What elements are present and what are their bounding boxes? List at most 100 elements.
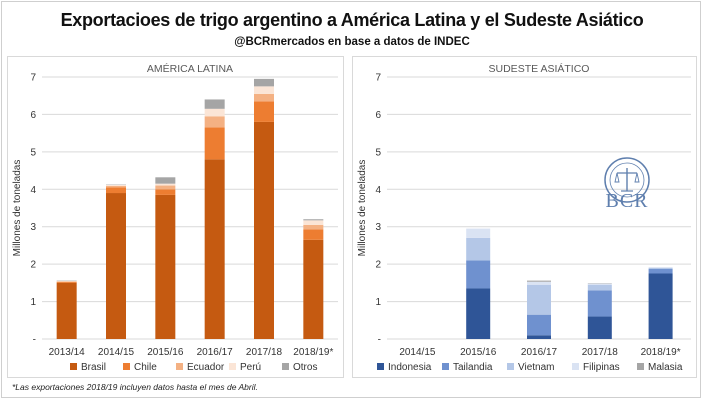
- x-tick-label: 2016/17: [197, 347, 234, 358]
- chart-title: Exportacioes de trigo argentino a Améric…: [60, 10, 644, 30]
- bar-segment: [527, 281, 551, 285]
- panel-title: SUDESTE ASIÁTICO: [489, 62, 590, 75]
- legend-swatch: [282, 363, 289, 370]
- legend-label: Vietnam: [518, 362, 555, 373]
- bar-segment: [106, 185, 126, 188]
- bcr-logo-text: BCR: [605, 190, 649, 212]
- y-axis-label: Millones de toneladas: [357, 160, 368, 257]
- bar-segment: [648, 269, 673, 274]
- legend-label: Chile: [134, 362, 157, 373]
- bar-segment: [527, 314, 551, 336]
- bar-segment: [56, 281, 77, 283]
- x-tick-label: 2017/18: [246, 347, 283, 358]
- y-tick-label: -: [378, 335, 381, 346]
- x-tick-label: 2014/15: [399, 347, 436, 358]
- bar-segment: [303, 219, 324, 221]
- y-tick-label: -: [33, 335, 36, 346]
- x-tick-label: 2015/16: [147, 347, 184, 358]
- america-latina-chart: AMÉRICA LATINA - 1 2 3 4 5 6 7 Millones de tonela…: [12, 62, 338, 373]
- y-axis-label: Millones de toneladas: [12, 160, 23, 257]
- legend-swatch: [176, 363, 183, 370]
- legend-swatch: [377, 363, 384, 370]
- bar-segment: [254, 78, 274, 87]
- y-tick-label: 3: [30, 222, 36, 233]
- chart-subtitle: @BCRmercados en base a datos de INDEC: [234, 36, 470, 48]
- y-tick-label: 2: [30, 260, 36, 271]
- bar-segment: [106, 193, 126, 339]
- bar-segment: [254, 101, 274, 122]
- bar-segment: [204, 116, 225, 128]
- x-tick-label: 2017/18: [582, 347, 619, 358]
- y-tick-label: 1: [30, 297, 36, 308]
- legend-swatch: [70, 363, 77, 370]
- bar-segment: [204, 159, 225, 339]
- bar-segment: [587, 290, 612, 317]
- bar-segment: [527, 335, 551, 339]
- y-tick-label: 4: [30, 185, 36, 196]
- legend-swatch: [442, 363, 449, 370]
- bar-segment: [303, 239, 324, 339]
- bar-segment: [587, 283, 612, 285]
- y-tick-label: 7: [30, 73, 36, 84]
- x-tick-label: 2015/16: [460, 347, 497, 358]
- legend-label: Indonesia: [388, 362, 432, 373]
- y-tick-label: 7: [375, 73, 381, 84]
- bar-segment: [204, 108, 225, 117]
- bcr-seal-icon: [604, 157, 650, 203]
- x-tick-label: 2018/19*: [641, 347, 681, 358]
- footnote: *Las exportaciones 2018/19 incluyen dato…: [12, 382, 258, 392]
- legend-swatch: [123, 363, 130, 370]
- bar-segment: [155, 189, 176, 195]
- bar-segment: [106, 187, 126, 194]
- bar-segment: [527, 280, 551, 282]
- bar-segment: [466, 288, 491, 339]
- legend-label: Tailandia: [453, 362, 493, 373]
- bar-segment: [587, 316, 612, 339]
- legend-label: Ecuador: [187, 362, 225, 373]
- bar-segment: [155, 183, 176, 186]
- bar-segment: [254, 93, 274, 102]
- bar-segment: [204, 99, 225, 109]
- bar-segment: [466, 228, 491, 238]
- bar-segment: [587, 284, 612, 291]
- bar-segment: [155, 177, 176, 184]
- legend-label: Perú: [240, 362, 261, 373]
- legend-label: Otros: [293, 362, 317, 373]
- bar-segment: [254, 86, 274, 94]
- legend-swatch: [637, 363, 644, 370]
- y-tick-label: 4: [375, 185, 381, 196]
- legend-swatch: [229, 363, 236, 370]
- y-tick-label: 5: [375, 147, 381, 158]
- y-tick-label: 6: [30, 110, 36, 121]
- legend-label: Brasil: [81, 362, 106, 373]
- legend-label: Filipinas: [583, 362, 620, 373]
- x-tick-label: 2018/19*: [293, 347, 333, 358]
- legend-swatch: [572, 363, 579, 370]
- bar-segment: [648, 273, 673, 339]
- bar-segment: [648, 267, 673, 270]
- x-tick-label: 2014/15: [98, 347, 135, 358]
- bar-segment: [204, 127, 225, 160]
- sudeste-asiatico-chart: SUDESTE ASIÁTICO - 1 2 3 4 5 6 7 Millones de tone…: [357, 62, 691, 373]
- x-tick-label: 2013/14: [49, 347, 86, 358]
- bar-segment: [254, 121, 274, 340]
- bar-segment: [155, 185, 176, 190]
- bar-segment: [106, 184, 126, 186]
- bar-segment: [56, 282, 77, 339]
- bar-segment: [303, 220, 324, 225]
- y-tick-label: 6: [375, 110, 381, 121]
- panel-sudeste-asiatico: SUDESTE ASIÁTICO - 1 2 3 4 5 6 7 Millones de tone…: [352, 56, 697, 378]
- bar-segment: [303, 224, 324, 230]
- y-tick-label: 3: [375, 222, 381, 233]
- x-tick-label: 2016/17: [521, 347, 558, 358]
- bar-segment: [155, 194, 176, 339]
- panel-title: AMÉRICA LATINA: [147, 62, 233, 75]
- y-tick-label: 2: [375, 260, 381, 271]
- panel-america-latina: AMÉRICA LATINA - 1 2 3 4 5 6 7 Millones de tonela…: [7, 56, 344, 378]
- legend-swatch: [507, 363, 514, 370]
- y-tick-label: 5: [30, 147, 36, 158]
- bar-segment: [648, 267, 673, 268]
- legend-label: Malasia: [648, 362, 683, 373]
- y-tick-label: 1: [375, 297, 381, 308]
